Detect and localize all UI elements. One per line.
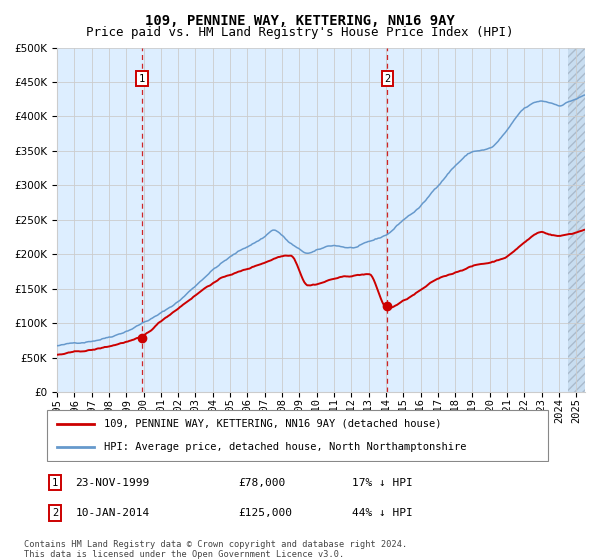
- Text: £125,000: £125,000: [238, 508, 292, 518]
- Text: 109, PENNINE WAY, KETTERING, NN16 9AY (detached house): 109, PENNINE WAY, KETTERING, NN16 9AY (d…: [104, 419, 442, 429]
- Text: £78,000: £78,000: [238, 478, 286, 488]
- Text: 1: 1: [139, 73, 145, 83]
- Text: 109, PENNINE WAY, KETTERING, NN16 9AY: 109, PENNINE WAY, KETTERING, NN16 9AY: [145, 14, 455, 28]
- Text: 44% ↓ HPI: 44% ↓ HPI: [352, 508, 412, 518]
- Text: 10-JAN-2014: 10-JAN-2014: [76, 508, 150, 518]
- Bar: [568, 48, 585, 392]
- Text: 23-NOV-1999: 23-NOV-1999: [76, 478, 150, 488]
- Text: 17% ↓ HPI: 17% ↓ HPI: [352, 478, 412, 488]
- Text: 1: 1: [52, 478, 58, 488]
- Text: Price paid vs. HM Land Registry's House Price Index (HPI): Price paid vs. HM Land Registry's House …: [86, 26, 514, 39]
- Text: Contains HM Land Registry data © Crown copyright and database right 2024.
This d: Contains HM Land Registry data © Crown c…: [24, 540, 407, 559]
- Text: 2: 2: [384, 73, 391, 83]
- FancyBboxPatch shape: [47, 410, 548, 461]
- Text: 2: 2: [52, 508, 58, 518]
- Text: HPI: Average price, detached house, North Northamptonshire: HPI: Average price, detached house, Nort…: [104, 442, 466, 452]
